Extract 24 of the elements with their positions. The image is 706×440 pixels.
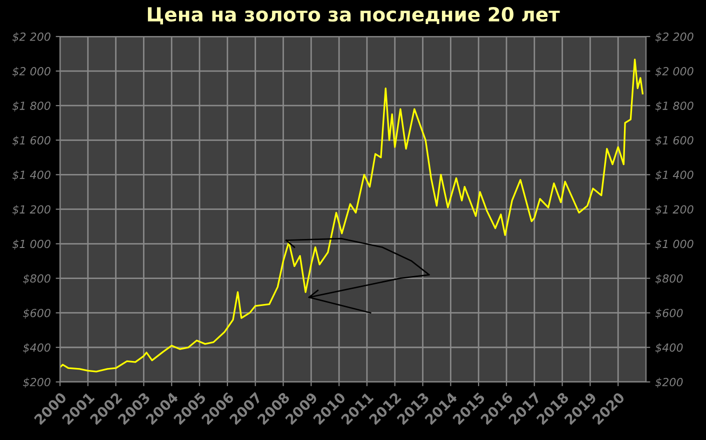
y2-tick-label: $2 000 [655, 66, 694, 77]
y-tick-label: $1 600 [12, 136, 50, 146]
y-tick-label: $1 000 [12, 240, 50, 250]
y-tick-label: $1 200 [12, 205, 50, 216]
y2-tick-label: $800 [655, 274, 683, 284]
y2-tick-label: $2 200 [655, 32, 694, 42]
y-tick-label: $600 [23, 308, 50, 319]
y2-tick-label: $1 000 [655, 240, 694, 250]
line-series [60, 58, 644, 372]
y-tick-label: $800 [23, 274, 50, 284]
y-tick-label: $400 [23, 343, 50, 354]
y2-tick-label: $600 [655, 308, 683, 319]
y-tick-label: $1 800 [12, 101, 50, 112]
y2-tick-label: $1 200 [655, 205, 694, 216]
chart-title: Цена на золото за последние 20 лет [148, 6, 560, 24]
y2-tick-label: $1 800 [655, 101, 694, 112]
y-tick-label: $200 [23, 378, 50, 388]
y-tick-label: $2 200 [12, 32, 50, 42]
y-tick-label: $1 400 [12, 170, 50, 181]
y2-tick-label: $1 600 [655, 136, 694, 146]
y2-tick-label: $1 400 [655, 170, 694, 181]
y-tick-label: $2 000 [12, 66, 50, 77]
y2-tick-label: $200 [655, 378, 683, 388]
y2-tick-label: $400 [655, 343, 683, 354]
